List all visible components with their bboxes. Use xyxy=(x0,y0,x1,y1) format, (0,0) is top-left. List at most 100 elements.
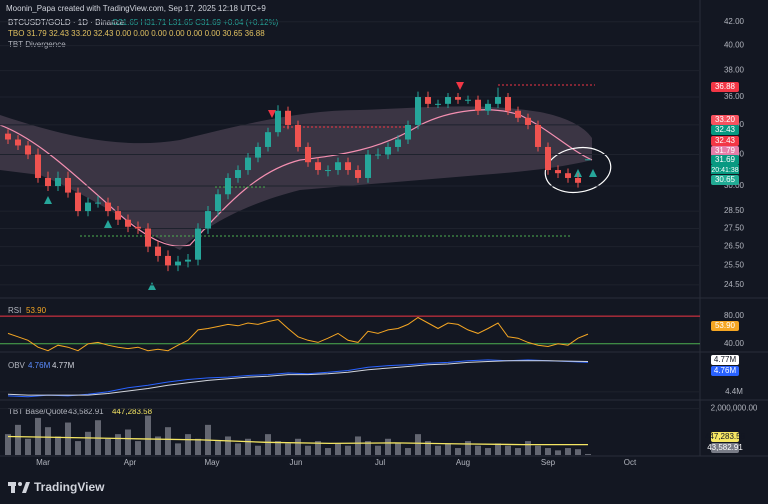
price-tag-label: 31.79 xyxy=(715,146,736,155)
brand-logo xyxy=(8,482,30,493)
volume-bar xyxy=(355,436,361,455)
candle-body xyxy=(505,97,511,111)
volume-bar xyxy=(265,434,271,455)
volume-bar xyxy=(455,448,461,455)
signal-marker xyxy=(148,282,156,290)
price-tag-label: 43,582.91 xyxy=(707,443,743,452)
countdown: 20:41:38 xyxy=(711,167,738,174)
candle-body xyxy=(5,133,11,140)
y-tick-label: 2,000,000.00 xyxy=(711,404,758,413)
candle-body xyxy=(145,228,151,247)
y-tick-label: 30.00 xyxy=(724,181,745,190)
candle-body xyxy=(175,261,181,266)
candle-body xyxy=(565,173,571,178)
y-tick-label: 80.00 xyxy=(724,311,745,320)
volume-bar xyxy=(315,441,321,455)
x-tick-label: Sep xyxy=(541,458,556,467)
y-tick-label: 26.50 xyxy=(724,242,745,251)
candle-body xyxy=(285,110,291,125)
x-tick-label: Mar xyxy=(36,458,50,467)
volume-bar xyxy=(475,445,481,455)
volume-bar xyxy=(295,438,301,455)
candle-body xyxy=(325,170,331,172)
candle-body xyxy=(95,202,101,204)
volume-bar xyxy=(175,443,181,455)
panel-value: 53.90 xyxy=(26,306,47,315)
ohlc: O31.65 H31.71 L31.65 C31.69 +0.04 (+0.12… xyxy=(112,18,279,27)
volume-bar xyxy=(165,427,171,455)
candle-body xyxy=(385,146,391,155)
signal-marker xyxy=(589,169,597,177)
price-tag-label: 53.90 xyxy=(715,321,736,330)
price-tag-label: 4.77M xyxy=(714,355,737,364)
signal-marker xyxy=(104,220,112,228)
candle-body xyxy=(205,211,211,229)
credit: Moonin_Papa created with TradingView.com… xyxy=(6,4,266,13)
candle-body xyxy=(55,177,61,187)
signal-marker xyxy=(456,82,464,90)
volume-bar xyxy=(185,434,191,455)
volume-bar xyxy=(25,438,31,455)
x-tick-label: Oct xyxy=(624,458,637,467)
volume-bar xyxy=(395,443,401,455)
volume-bar xyxy=(465,441,471,455)
panel-value: 4.77M xyxy=(52,361,75,370)
candle-body xyxy=(435,103,441,105)
candle-body xyxy=(365,154,371,178)
candle-body xyxy=(405,124,411,140)
candle-body xyxy=(45,177,51,187)
volume-bar xyxy=(435,445,441,455)
obv-line xyxy=(7,359,589,398)
candle-body xyxy=(455,97,461,100)
volume-bar xyxy=(365,441,371,455)
candle-body xyxy=(295,124,301,147)
signal-marker xyxy=(268,110,276,118)
candle-body xyxy=(475,99,481,111)
volume-bar xyxy=(195,438,201,455)
candle-body xyxy=(275,110,281,133)
price-tag-label: 4.76M xyxy=(714,366,737,375)
candle-body xyxy=(195,228,201,260)
candle-body xyxy=(515,110,521,118)
annotation-circle xyxy=(544,146,612,194)
volume-bar xyxy=(525,441,531,455)
candle-body xyxy=(165,255,171,266)
volume-bar xyxy=(575,449,581,455)
volume-bar xyxy=(555,450,561,455)
price-tag xyxy=(711,115,739,125)
volume-bar xyxy=(75,441,81,455)
candle-body xyxy=(335,162,341,171)
candle-body xyxy=(525,117,531,125)
y-tick-label: 4.4M xyxy=(725,387,743,396)
candle-body xyxy=(265,132,271,147)
volume-bar xyxy=(155,436,161,455)
volume-bar xyxy=(145,415,151,455)
candle-body xyxy=(155,246,161,256)
volume-bar xyxy=(545,448,551,455)
candle-body xyxy=(375,154,381,156)
candle-body xyxy=(495,97,501,104)
candle-body xyxy=(305,146,311,163)
candle-body xyxy=(575,177,581,183)
candle-body xyxy=(245,157,251,171)
candle-body xyxy=(555,170,561,174)
volume-bar xyxy=(255,445,261,455)
brand: TradingView xyxy=(34,480,105,494)
y-tick-label: 38.00 xyxy=(724,66,745,75)
volume-bar xyxy=(245,438,251,455)
volume-bar xyxy=(215,441,221,455)
price-tag-label: 30.65 xyxy=(715,175,736,184)
volume-bar xyxy=(385,438,391,455)
volume-bar xyxy=(305,445,311,455)
y-tick-label: 25.50 xyxy=(724,261,745,270)
y-tick-label: 28.50 xyxy=(724,206,745,215)
volume-bar xyxy=(45,427,51,455)
volume-bar xyxy=(405,448,411,455)
symbol-title: BTCUSDT/GOLD · 1D · Binance xyxy=(8,18,125,27)
price-tag xyxy=(711,146,739,156)
candle-body xyxy=(115,211,121,220)
y-tick-label: 42.00 xyxy=(724,17,745,26)
candle-body xyxy=(585,159,591,161)
candle-body xyxy=(225,177,231,195)
